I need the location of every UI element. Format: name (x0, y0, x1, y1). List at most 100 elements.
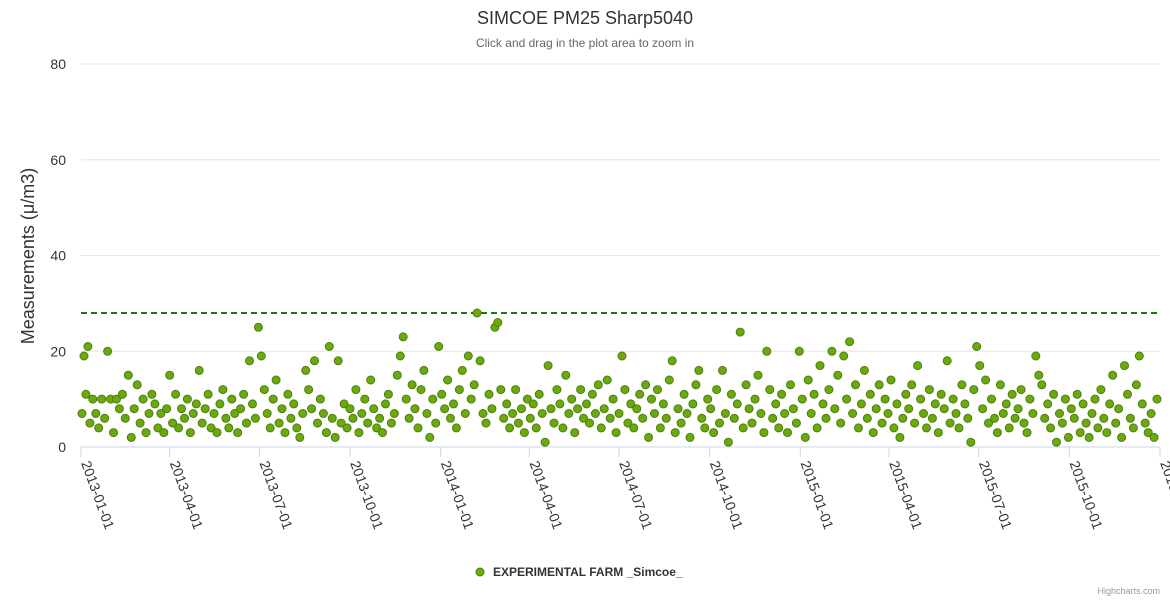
data-point[interactable] (425, 432, 435, 442)
data-point[interactable] (519, 428, 529, 438)
data-point[interactable] (318, 409, 328, 418)
data-point[interactable] (165, 370, 175, 380)
data-point[interactable] (599, 404, 609, 414)
data-point[interactable] (1125, 413, 1135, 423)
data-point[interactable] (375, 413, 385, 423)
data-point[interactable] (818, 399, 828, 409)
data-point[interactable] (540, 437, 550, 447)
data-point[interactable] (650, 409, 659, 418)
data-point[interactable] (469, 380, 479, 390)
data-point[interactable] (508, 409, 518, 418)
data-point[interactable] (218, 385, 228, 395)
data-point[interactable] (966, 437, 976, 447)
data-point[interactable] (783, 428, 792, 438)
data-point[interactable] (765, 385, 775, 395)
data-point[interactable] (747, 418, 757, 428)
data-point[interactable] (1004, 423, 1014, 433)
data-point[interactable] (815, 361, 825, 371)
data-point[interactable] (413, 423, 423, 433)
credits-link[interactable]: Highcharts.com (1097, 586, 1160, 596)
data-point[interactable] (812, 423, 822, 433)
data-point[interactable] (984, 418, 993, 428)
data-point[interactable] (998, 409, 1008, 418)
data-point[interactable] (854, 423, 863, 433)
data-point[interactable] (821, 413, 831, 423)
data-point[interactable] (123, 370, 133, 380)
data-point[interactable] (995, 380, 1005, 390)
data-point[interactable] (221, 413, 231, 423)
data-point[interactable] (1149, 432, 1159, 442)
data-point[interactable] (904, 404, 914, 414)
data-point[interactable] (762, 346, 772, 356)
data-point[interactable] (1034, 370, 1044, 380)
data-point[interactable] (153, 423, 163, 433)
data-point[interactable] (94, 423, 104, 433)
data-point[interactable] (975, 361, 985, 371)
data-point[interactable] (1078, 399, 1088, 409)
data-point[interactable] (259, 385, 269, 395)
data-point[interactable] (1117, 432, 1127, 442)
data-point[interactable] (1046, 423, 1056, 433)
data-point[interactable] (129, 404, 139, 414)
data-point[interactable] (726, 389, 736, 399)
data-point[interactable] (895, 432, 905, 442)
data-point[interactable] (383, 389, 393, 399)
data-point[interactable] (889, 423, 899, 433)
data-point[interactable] (901, 389, 911, 399)
data-point[interactable] (620, 385, 630, 395)
data-point[interactable] (250, 413, 260, 423)
data-point[interactable] (126, 432, 136, 442)
data-point[interactable] (522, 394, 532, 404)
data-point[interactable] (289, 399, 299, 409)
data-point[interactable] (549, 418, 559, 428)
data-point[interactable] (1037, 380, 1047, 390)
data-point[interactable] (457, 365, 467, 375)
data-point[interactable] (91, 409, 101, 418)
data-point[interactable] (579, 413, 588, 423)
data-point[interactable] (100, 413, 110, 423)
data-point[interactable] (969, 385, 979, 395)
data-point[interactable] (1105, 399, 1115, 409)
data-point[interactable] (682, 409, 692, 418)
data-point[interactable] (957, 380, 967, 390)
data-point[interactable] (191, 399, 201, 409)
data-point[interactable] (386, 418, 396, 428)
data-point[interactable] (830, 404, 840, 414)
data-point[interactable] (401, 394, 411, 404)
data-point[interactable] (780, 409, 790, 418)
data-point[interactable] (845, 337, 855, 347)
data-point[interactable] (744, 404, 754, 414)
data-point[interactable] (715, 418, 724, 428)
data-point[interactable] (1028, 409, 1038, 418)
data-point[interactable] (484, 389, 494, 399)
data-point[interactable] (596, 423, 606, 433)
data-point[interactable] (1123, 389, 1132, 399)
data-point[interactable] (472, 308, 482, 318)
data-point[interactable] (570, 428, 580, 438)
data-point[interactable] (670, 428, 680, 438)
data-point[interactable] (206, 423, 216, 433)
data-point[interactable] (280, 428, 290, 438)
data-point[interactable] (1031, 351, 1041, 361)
data-point[interactable] (1025, 394, 1035, 404)
data-point[interactable] (531, 423, 541, 433)
data-point[interactable] (392, 370, 402, 380)
data-point[interactable] (327, 413, 337, 423)
data-point[interactable] (363, 418, 373, 428)
data-point[interactable] (842, 394, 852, 404)
data-point[interactable] (694, 365, 704, 375)
data-point[interactable] (135, 418, 145, 428)
data-point[interactable] (635, 389, 645, 399)
data-point[interactable] (803, 375, 813, 385)
data-point[interactable] (791, 418, 801, 428)
data-point[interactable] (1052, 437, 1061, 447)
data-point[interactable] (354, 428, 364, 438)
data-point[interactable] (156, 409, 166, 418)
data-point[interactable] (741, 380, 751, 390)
data-point[interactable] (1007, 389, 1017, 399)
data-point[interactable] (336, 418, 346, 428)
data-point[interactable] (1013, 404, 1023, 414)
data-point[interactable] (1072, 389, 1082, 399)
data-point[interactable] (623, 418, 633, 428)
data-point[interactable] (268, 394, 278, 404)
